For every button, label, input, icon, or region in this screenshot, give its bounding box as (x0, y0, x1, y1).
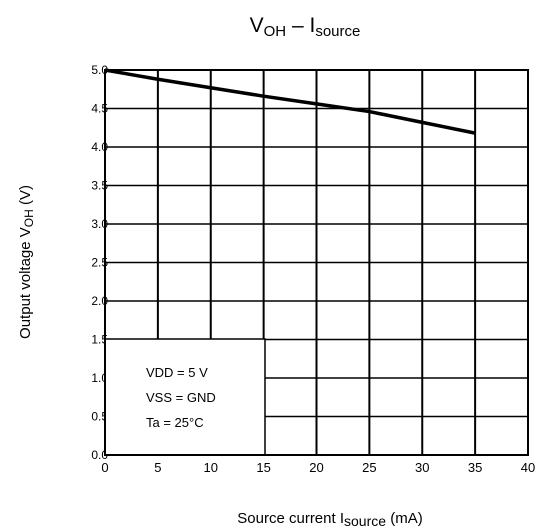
chart-title: VOH – Isource (250, 14, 361, 40)
y-axis-label-unit: (V) (17, 185, 34, 209)
x-axis-label-sub: source (344, 513, 386, 529)
x-tick-label: 0 (101, 460, 108, 475)
x-axis-label-unit: (mA) (386, 510, 423, 527)
x-tick-label: 20 (309, 460, 323, 475)
condition-text: VDD = 5 V (146, 365, 208, 380)
chart-title-sep: – I (286, 14, 315, 37)
chart-title-main: V (250, 14, 264, 37)
series-group (104, 68, 476, 135)
series-line (104, 68, 476, 135)
x-tick-label: 25 (362, 460, 376, 475)
condition-text: Ta = 25°C (146, 415, 204, 430)
y-axis-label-sub: OH (22, 209, 36, 227)
x-tick-label: 30 (415, 460, 429, 475)
condition-text: VSS = GND (146, 390, 216, 405)
x-axis-label-main: Source current I (237, 510, 344, 527)
plot-frame (104, 69, 529, 456)
y-axis-label: Output voltage VOH (V) (17, 185, 36, 339)
x-tick-label: 40 (521, 460, 535, 475)
x-tick-label: 5 (154, 460, 161, 475)
chart-title-sub2: source (315, 23, 360, 40)
x-tick-label: 35 (468, 460, 482, 475)
x-tick-label: 10 (204, 460, 218, 475)
x-axis-label: Source current Isource (mA) (237, 510, 422, 529)
y-axis-label-main: Output voltage V (17, 227, 34, 339)
x-tick-label: 15 (256, 460, 270, 475)
chart-title-sub: OH (264, 23, 287, 40)
grid-lines (105, 70, 528, 455)
conditions-box (104, 338, 266, 456)
conditions-group: VDD = 5 V VSS = GND Ta = 25°C (146, 365, 216, 430)
